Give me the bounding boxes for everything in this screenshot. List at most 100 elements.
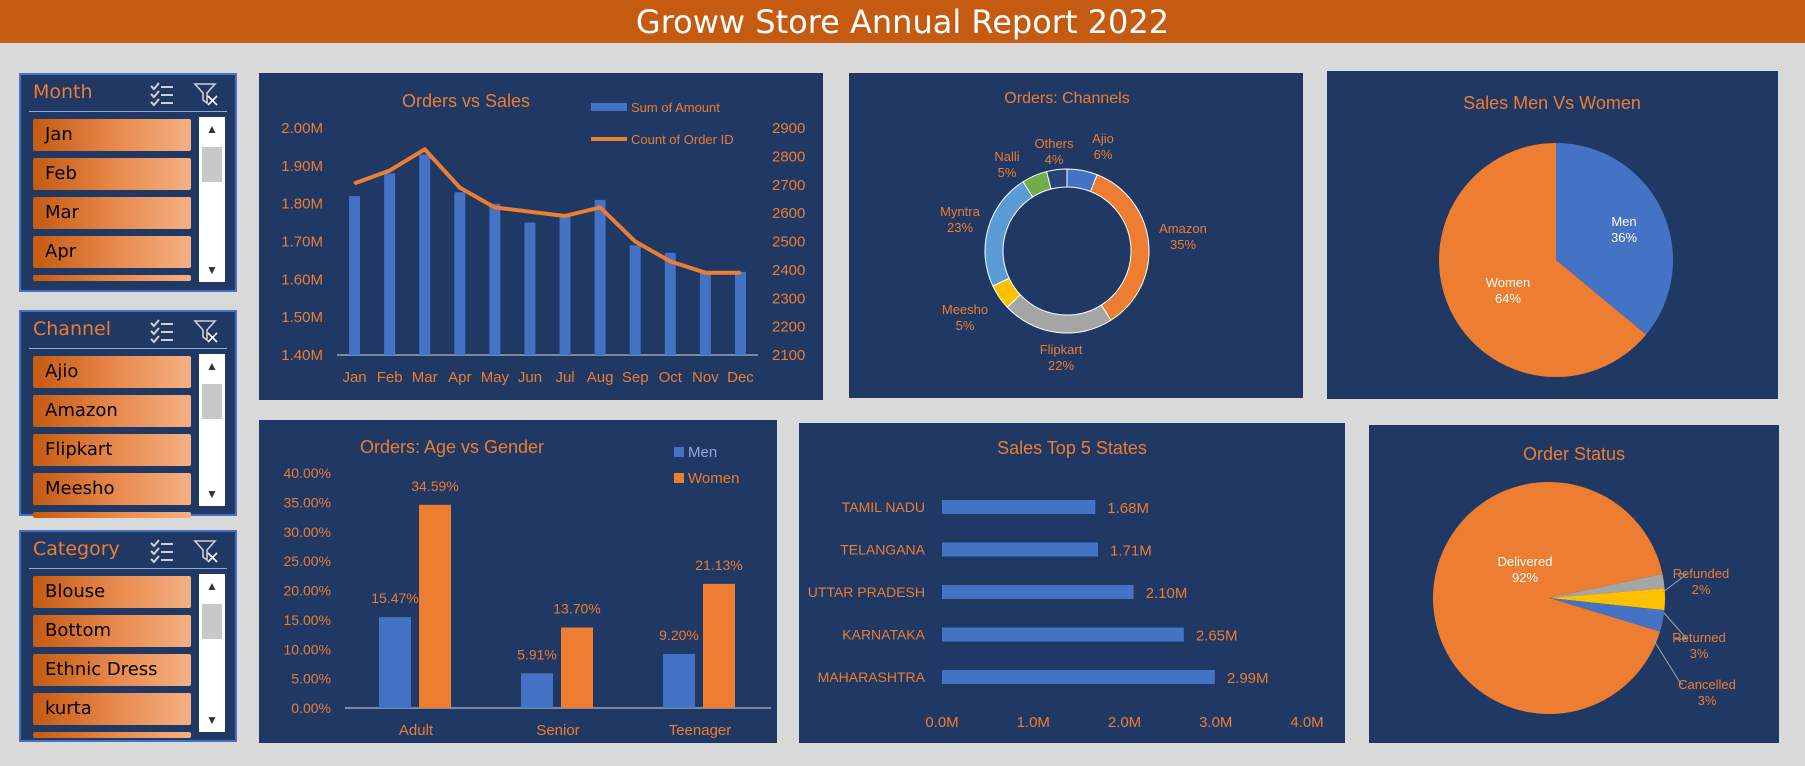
scroll-down-icon[interactable]: ▼ bbox=[206, 263, 218, 277]
bar-sum-of-amount bbox=[489, 203, 501, 355]
slice-percent-label: 5% bbox=[998, 165, 1017, 180]
bar-women bbox=[419, 504, 451, 708]
legend-label: Women bbox=[688, 470, 739, 487]
multi-select-icon[interactable] bbox=[149, 318, 175, 344]
pie-slice-men bbox=[1556, 143, 1673, 335]
legend-label: Count of Order ID bbox=[631, 132, 734, 147]
line-point-count-of-order-id bbox=[528, 210, 531, 213]
slicer-item-apr[interactable]: Apr bbox=[33, 236, 191, 268]
scroll-up-icon[interactable]: ▲ bbox=[206, 579, 218, 593]
scroll-down-icon[interactable]: ▼ bbox=[206, 487, 218, 501]
y-left-tick-label: 1.70M bbox=[281, 234, 323, 251]
chart-title: Orders: Channels bbox=[1004, 90, 1129, 107]
y-left-tick-label: 1.90M bbox=[281, 158, 323, 175]
x-tick-label: Mar bbox=[412, 369, 438, 386]
legend-swatch-sum-of-amount bbox=[591, 103, 627, 111]
slicer-item-mar[interactable]: Mar bbox=[33, 197, 191, 229]
clear-filter-icon[interactable] bbox=[193, 318, 219, 344]
line-point-count-of-order-id bbox=[388, 169, 391, 172]
slicer-item-flipkart[interactable]: Flipkart bbox=[33, 434, 191, 466]
scroll-down-icon[interactable]: ▼ bbox=[206, 713, 218, 727]
bar-men bbox=[379, 617, 411, 708]
slicer-scrollbar[interactable]: ▲ ▼ bbox=[199, 117, 225, 282]
y-right-tick-label: 2400 bbox=[772, 262, 805, 279]
slicer-item-ajio[interactable]: Ajio bbox=[33, 356, 191, 388]
multi-select-icon[interactable] bbox=[149, 538, 175, 564]
slice-percent-label: 3% bbox=[1690, 646, 1709, 661]
bar-sum-of-amount bbox=[734, 271, 746, 355]
scrollbar-thumb[interactable] bbox=[202, 604, 222, 639]
y-tick-label: 25.00% bbox=[284, 553, 331, 569]
slicer-title: Category bbox=[33, 538, 120, 560]
scroll-up-icon[interactable]: ▲ bbox=[206, 122, 218, 136]
x-tick-label: 2.0M bbox=[1108, 714, 1141, 731]
data-label: 1.68M bbox=[1107, 500, 1149, 517]
y-left-tick-label: 1.40M bbox=[281, 347, 323, 364]
clear-filter-icon[interactable] bbox=[193, 538, 219, 564]
line-point-count-of-order-id bbox=[704, 271, 707, 274]
clear-filter-icon[interactable] bbox=[193, 81, 219, 107]
bar-men bbox=[521, 673, 553, 708]
slicer-item-feb[interactable]: Feb bbox=[33, 158, 191, 190]
leader-line bbox=[1652, 638, 1683, 685]
data-label: 9.20% bbox=[659, 627, 699, 643]
y-tick-label: MAHARASHTRA bbox=[818, 669, 926, 685]
slicer-item-ethnic-dress[interactable]: Ethnic Dress bbox=[33, 654, 191, 686]
slice-percent-label: 5% bbox=[956, 318, 975, 333]
donut-slice-flipkart bbox=[1006, 294, 1112, 334]
slice-percent-label: 3% bbox=[1698, 693, 1717, 708]
slicer-title: Month bbox=[33, 81, 93, 103]
x-tick-label: Jul bbox=[555, 369, 574, 386]
bar-men bbox=[663, 653, 695, 708]
x-tick-label: 4.0M bbox=[1290, 714, 1323, 731]
y-tick-label: TELANGANA bbox=[840, 542, 925, 558]
chart-title: Order Status bbox=[1523, 444, 1625, 464]
data-label: 2.65M bbox=[1196, 628, 1238, 645]
y-left-tick-label: 1.80M bbox=[281, 196, 323, 213]
slice-label: Delivered bbox=[1498, 554, 1553, 569]
status-slice-returned bbox=[1549, 588, 1665, 611]
bar-sum-of-amount bbox=[559, 215, 571, 355]
slice-percent-label: 35% bbox=[1170, 237, 1196, 252]
age-gender-chart: Orders: Age vs Gender 0.00% 5.00% 10.00% 15.… bbox=[284, 437, 771, 739]
line-count-of-order-id bbox=[353, 147, 741, 275]
y-left-tick-label: 1.60M bbox=[281, 271, 323, 288]
y-right-tick-label: 2200 bbox=[772, 319, 805, 336]
y-tick-label: 20.00% bbox=[284, 583, 331, 599]
leader-line bbox=[1662, 573, 1689, 593]
bar-sum-of-amount bbox=[664, 252, 676, 355]
slicer-item-partial[interactable] bbox=[33, 275, 191, 281]
slicer-item-kurta[interactable]: kurta bbox=[33, 693, 191, 725]
y-tick-label: 15.00% bbox=[284, 612, 331, 628]
slicer-item-bottom[interactable]: Bottom bbox=[33, 615, 191, 647]
scrollbar-thumb[interactable] bbox=[202, 384, 222, 419]
multi-select-icon[interactable] bbox=[149, 81, 175, 107]
slice-percent-label: 64% bbox=[1495, 291, 1521, 306]
y-tick-label: UTTAR PRADESH bbox=[808, 584, 925, 600]
scroll-up-icon[interactable]: ▲ bbox=[206, 359, 218, 373]
x-tick-label: Nov bbox=[692, 369, 719, 386]
top-states-chart: Sales Top 5 States TAMIL NADU 1.68M TELANGA… bbox=[808, 438, 1324, 731]
x-tick-label: 1.0M bbox=[1017, 714, 1050, 731]
x-tick-label: Jun bbox=[518, 369, 542, 386]
bar-sum-of-amount bbox=[419, 154, 431, 355]
y-left-tick-label: 1.50M bbox=[281, 309, 323, 326]
legend-swatch-women bbox=[674, 473, 684, 483]
status-slice-refunded bbox=[1549, 573, 1665, 598]
slicer-item-blouse[interactable]: Blouse bbox=[33, 576, 191, 608]
slicer-scrollbar[interactable]: ▲ ▼ bbox=[199, 574, 225, 732]
y-tick-label: 40.00% bbox=[284, 465, 331, 481]
slicer-item-partial[interactable] bbox=[33, 732, 191, 738]
slicer-item-partial[interactable] bbox=[33, 512, 191, 518]
slicer-item-amazon[interactable]: Amazon bbox=[33, 395, 191, 427]
slicer-divider bbox=[29, 111, 227, 112]
slicer-scrollbar[interactable]: ▲ ▼ bbox=[199, 354, 225, 506]
orders-vs-sales-panel: Orders vs Sales 1.40M 1.50M 1.60M 1.70M 1.80M… bbox=[259, 73, 823, 400]
scrollbar-thumb[interactable] bbox=[202, 147, 222, 182]
slicer-item-jan[interactable]: Jan bbox=[33, 119, 191, 151]
y-right-tick-label: 2700 bbox=[772, 177, 805, 194]
slicer-channel: Channel Ajio Amazon Flipkart Meesho ▲ ▼ bbox=[19, 310, 237, 518]
slicer-item-meesho[interactable]: Meesho bbox=[33, 473, 191, 505]
slice-percent-label: 92% bbox=[1512, 570, 1538, 585]
legend-swatch-men bbox=[674, 447, 684, 457]
